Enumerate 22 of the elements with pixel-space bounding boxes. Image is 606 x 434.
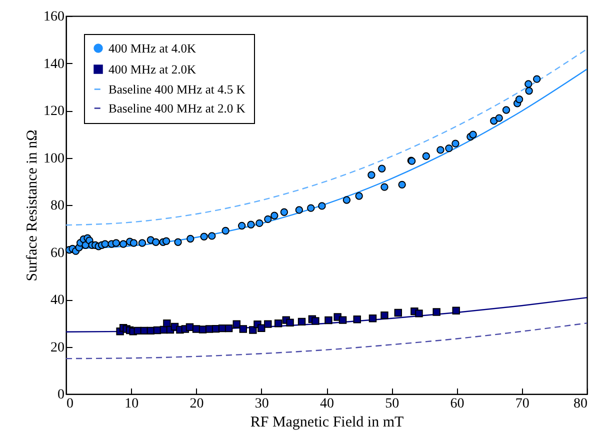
x-tick-label: 20: [190, 396, 204, 412]
legend-label: 400 MHz at 2.0K: [108, 62, 196, 76]
y-axis-title: Surface Resistance in nΩ: [24, 130, 40, 282]
y-tick-label: 100: [44, 151, 64, 166]
y-tick-label: 140: [44, 56, 64, 72]
x-tick-label: 10: [124, 396, 139, 412]
legend-label: Baseline 400 MHz at 4.5 K: [108, 82, 246, 96]
x-tick-label: 60: [450, 396, 464, 412]
x-tick-label: 70: [515, 396, 530, 412]
y-tick-label: 60: [50, 246, 64, 261]
x-tick-label: 80: [574, 396, 588, 412]
x-tick-label: 40: [320, 396, 334, 412]
x-tick-label: 30: [254, 396, 269, 412]
y-tick-label: 20: [50, 340, 64, 356]
legend-label: 400 MHz at 4.0K: [108, 41, 196, 56]
y-tick-label: 40: [50, 293, 64, 308]
y-tick-label: 80: [50, 198, 64, 214]
x-tick-label: 50: [385, 396, 400, 412]
legend-label: Baseline 400 MHz at 2.0 K: [108, 101, 246, 116]
y-tick-label: 160: [44, 10, 64, 24]
y-tick-label: 120: [44, 104, 64, 119]
x-axis-title: RF Magnetic Field in mT: [250, 414, 404, 430]
